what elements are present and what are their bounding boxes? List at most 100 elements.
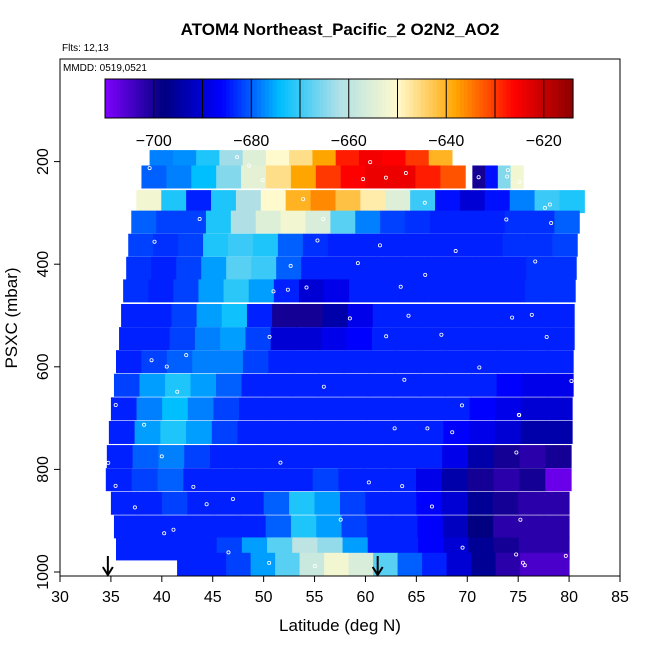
heatmap-cell bbox=[519, 468, 546, 492]
heatmap-cell bbox=[316, 515, 343, 539]
heatmap-cell bbox=[319, 350, 346, 374]
heatmap-cell bbox=[301, 256, 327, 280]
heatmap-cell bbox=[292, 373, 319, 397]
heatmap-cell bbox=[285, 190, 312, 214]
heatmap-cell bbox=[139, 373, 166, 397]
heatmap-cell bbox=[290, 165, 317, 189]
heatmap-cell bbox=[467, 445, 495, 469]
heatmap-cell bbox=[153, 233, 179, 257]
x-tick-label: 85 bbox=[611, 589, 629, 606]
heatmap-cell bbox=[440, 165, 466, 189]
heatmap-cell bbox=[443, 420, 470, 444]
sample-marker bbox=[450, 430, 455, 435]
x-tick-label: 75 bbox=[509, 589, 527, 606]
sample-marker bbox=[152, 239, 157, 244]
colorbar-segment bbox=[132, 79, 137, 118]
heatmap-cell bbox=[441, 491, 468, 515]
colorbar-segment bbox=[510, 79, 516, 118]
heatmap-cell bbox=[527, 233, 553, 257]
heatmap-cell bbox=[123, 279, 149, 303]
colorbar-segment bbox=[413, 79, 418, 118]
heatmap-cell bbox=[401, 256, 427, 280]
heatmap-cell bbox=[252, 233, 279, 257]
sample-marker bbox=[230, 496, 235, 501]
heatmap-cell bbox=[201, 552, 227, 576]
sample-marker bbox=[422, 200, 427, 205]
heatmap-cell bbox=[360, 190, 386, 214]
sample-marker bbox=[383, 175, 388, 180]
flight-arrow-head bbox=[102, 566, 114, 577]
heatmap-cell bbox=[445, 373, 472, 397]
heatmap-cell bbox=[423, 304, 449, 327]
colorbar-segment bbox=[420, 79, 426, 118]
heatmap-cell bbox=[264, 397, 291, 421]
colorbar-segment bbox=[206, 79, 211, 118]
chart-title: ATOM4 Northeast_Pacific_2 O2N2_AO2 bbox=[181, 20, 500, 39]
flight-arrow-head bbox=[371, 566, 384, 577]
colorbar-segment bbox=[124, 79, 129, 118]
colorbar-segment bbox=[253, 79, 258, 118]
sample-marker bbox=[549, 221, 554, 226]
heatmap-cell bbox=[467, 468, 495, 492]
heatmap-cell bbox=[473, 304, 500, 327]
plot-frame bbox=[59, 58, 621, 577]
heatmap-cell bbox=[314, 491, 341, 515]
heatmap-cell bbox=[426, 256, 452, 280]
heatmap-cell bbox=[496, 373, 523, 397]
heatmap-cell bbox=[502, 233, 528, 257]
heatmap-cell bbox=[479, 210, 506, 234]
colorbar-segment bbox=[518, 79, 523, 118]
heatmap-cell bbox=[415, 165, 441, 189]
heatmap-cell bbox=[369, 350, 396, 374]
heatmap-cell bbox=[446, 350, 473, 374]
colorbar-segment bbox=[561, 79, 566, 118]
colorbar-segment bbox=[479, 79, 484, 118]
colorbar-segment bbox=[428, 79, 434, 118]
colorbar-segment bbox=[300, 79, 305, 118]
heatmap-cell bbox=[523, 327, 550, 351]
heatmap-cell bbox=[369, 373, 396, 397]
colorbar-segment bbox=[198, 79, 204, 118]
heatmap-cell bbox=[518, 515, 545, 539]
heatmap-cell bbox=[164, 373, 191, 397]
colorbar-segment bbox=[327, 79, 332, 118]
heatmap-cell bbox=[365, 491, 392, 515]
colorbar-segment bbox=[257, 79, 262, 118]
heatmap-cell bbox=[267, 373, 294, 397]
heatmap-cell bbox=[151, 256, 177, 280]
colorbar-segment bbox=[315, 79, 321, 118]
colorbar-segment bbox=[409, 79, 414, 118]
heatmap-cell bbox=[492, 491, 519, 515]
heatmap-cell bbox=[141, 350, 168, 374]
heatmap-cell bbox=[420, 350, 447, 374]
heatmap-cell bbox=[410, 190, 436, 214]
sample-marker bbox=[315, 238, 320, 243]
colorbar-segment bbox=[237, 79, 243, 118]
sample-marker bbox=[392, 426, 397, 431]
heatmap-cell bbox=[255, 210, 282, 234]
heatmap-cell bbox=[519, 445, 546, 469]
colorbar-segment bbox=[483, 79, 488, 118]
heatmap-cell bbox=[162, 397, 189, 421]
sample-marker bbox=[162, 531, 167, 536]
x-axis-label: Latitude (deg N) bbox=[279, 616, 401, 635]
heatmap-cell bbox=[290, 515, 317, 539]
y-tick-label: 800 bbox=[35, 456, 52, 483]
colorbar-segment bbox=[401, 79, 406, 118]
colorbar-segment bbox=[440, 79, 445, 118]
heatmap-cell bbox=[276, 256, 302, 280]
plot-area bbox=[102, 150, 585, 577]
heatmap-cell bbox=[402, 233, 429, 257]
sample-marker bbox=[377, 243, 382, 248]
heatmap-cell bbox=[228, 233, 254, 257]
heatmap-cell bbox=[520, 552, 546, 576]
heatmap-cell bbox=[543, 515, 570, 539]
heatmap-cell bbox=[348, 552, 374, 576]
heatmap-cell bbox=[110, 397, 138, 421]
colorbar-tick-label: −640 bbox=[428, 133, 464, 150]
colorbar-segment bbox=[276, 79, 282, 118]
heatmap-cell bbox=[395, 350, 422, 374]
heatmap-cell bbox=[422, 327, 449, 351]
x-tick-label: 80 bbox=[560, 589, 578, 606]
heatmap-cell bbox=[217, 350, 244, 374]
